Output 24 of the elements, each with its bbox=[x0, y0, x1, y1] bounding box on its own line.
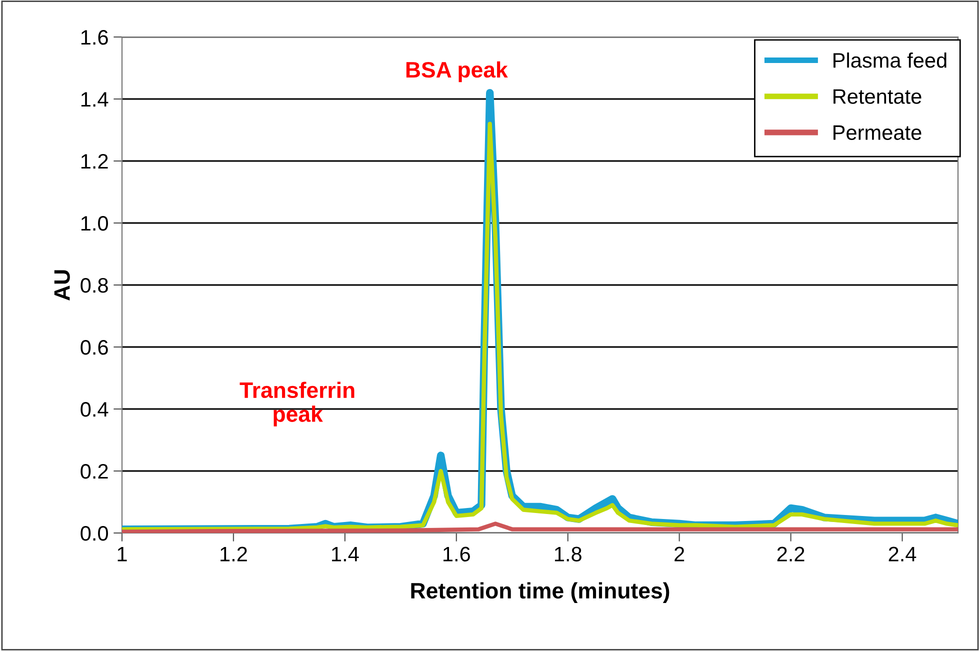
y-tick-label: 0.4 bbox=[80, 402, 108, 417]
y-tick-label: 1.4 bbox=[81, 92, 108, 107]
x-tick-label: 1 bbox=[118, 546, 127, 562]
x-axis-title: Retention time (minutes) bbox=[411, 582, 670, 603]
x-tick-label: 1.2 bbox=[220, 546, 247, 562]
legend-label: Plasma feed bbox=[834, 52, 946, 68]
y-tick-label: 0.8 bbox=[80, 278, 108, 293]
legend-label: Permeate bbox=[834, 125, 922, 140]
y-tick-label: 0.2 bbox=[80, 464, 108, 479]
y-tick-label: 1.2 bbox=[81, 154, 108, 169]
x-tick-label: 1.8 bbox=[554, 546, 582, 562]
y-tick-label: 0.6 bbox=[80, 340, 108, 355]
x-tick-label: 2 bbox=[674, 546, 684, 562]
x-tick-label: 1.6 bbox=[444, 546, 470, 562]
legend-label: Retentate bbox=[834, 89, 922, 104]
x-tick-label: 1.4 bbox=[332, 546, 359, 562]
annotation: BSA peak bbox=[406, 61, 508, 82]
x-tick-label: 2.4 bbox=[888, 546, 916, 562]
y-tick-label: 0.0 bbox=[80, 526, 108, 541]
y-tick-label: 1.0 bbox=[81, 216, 108, 231]
annotation: Transferrin peak bbox=[240, 382, 354, 426]
y-tick-label: 1.6 bbox=[81, 30, 108, 45]
y-axis-title: AU bbox=[54, 270, 70, 300]
x-tick-label: 2.2 bbox=[777, 546, 804, 562]
